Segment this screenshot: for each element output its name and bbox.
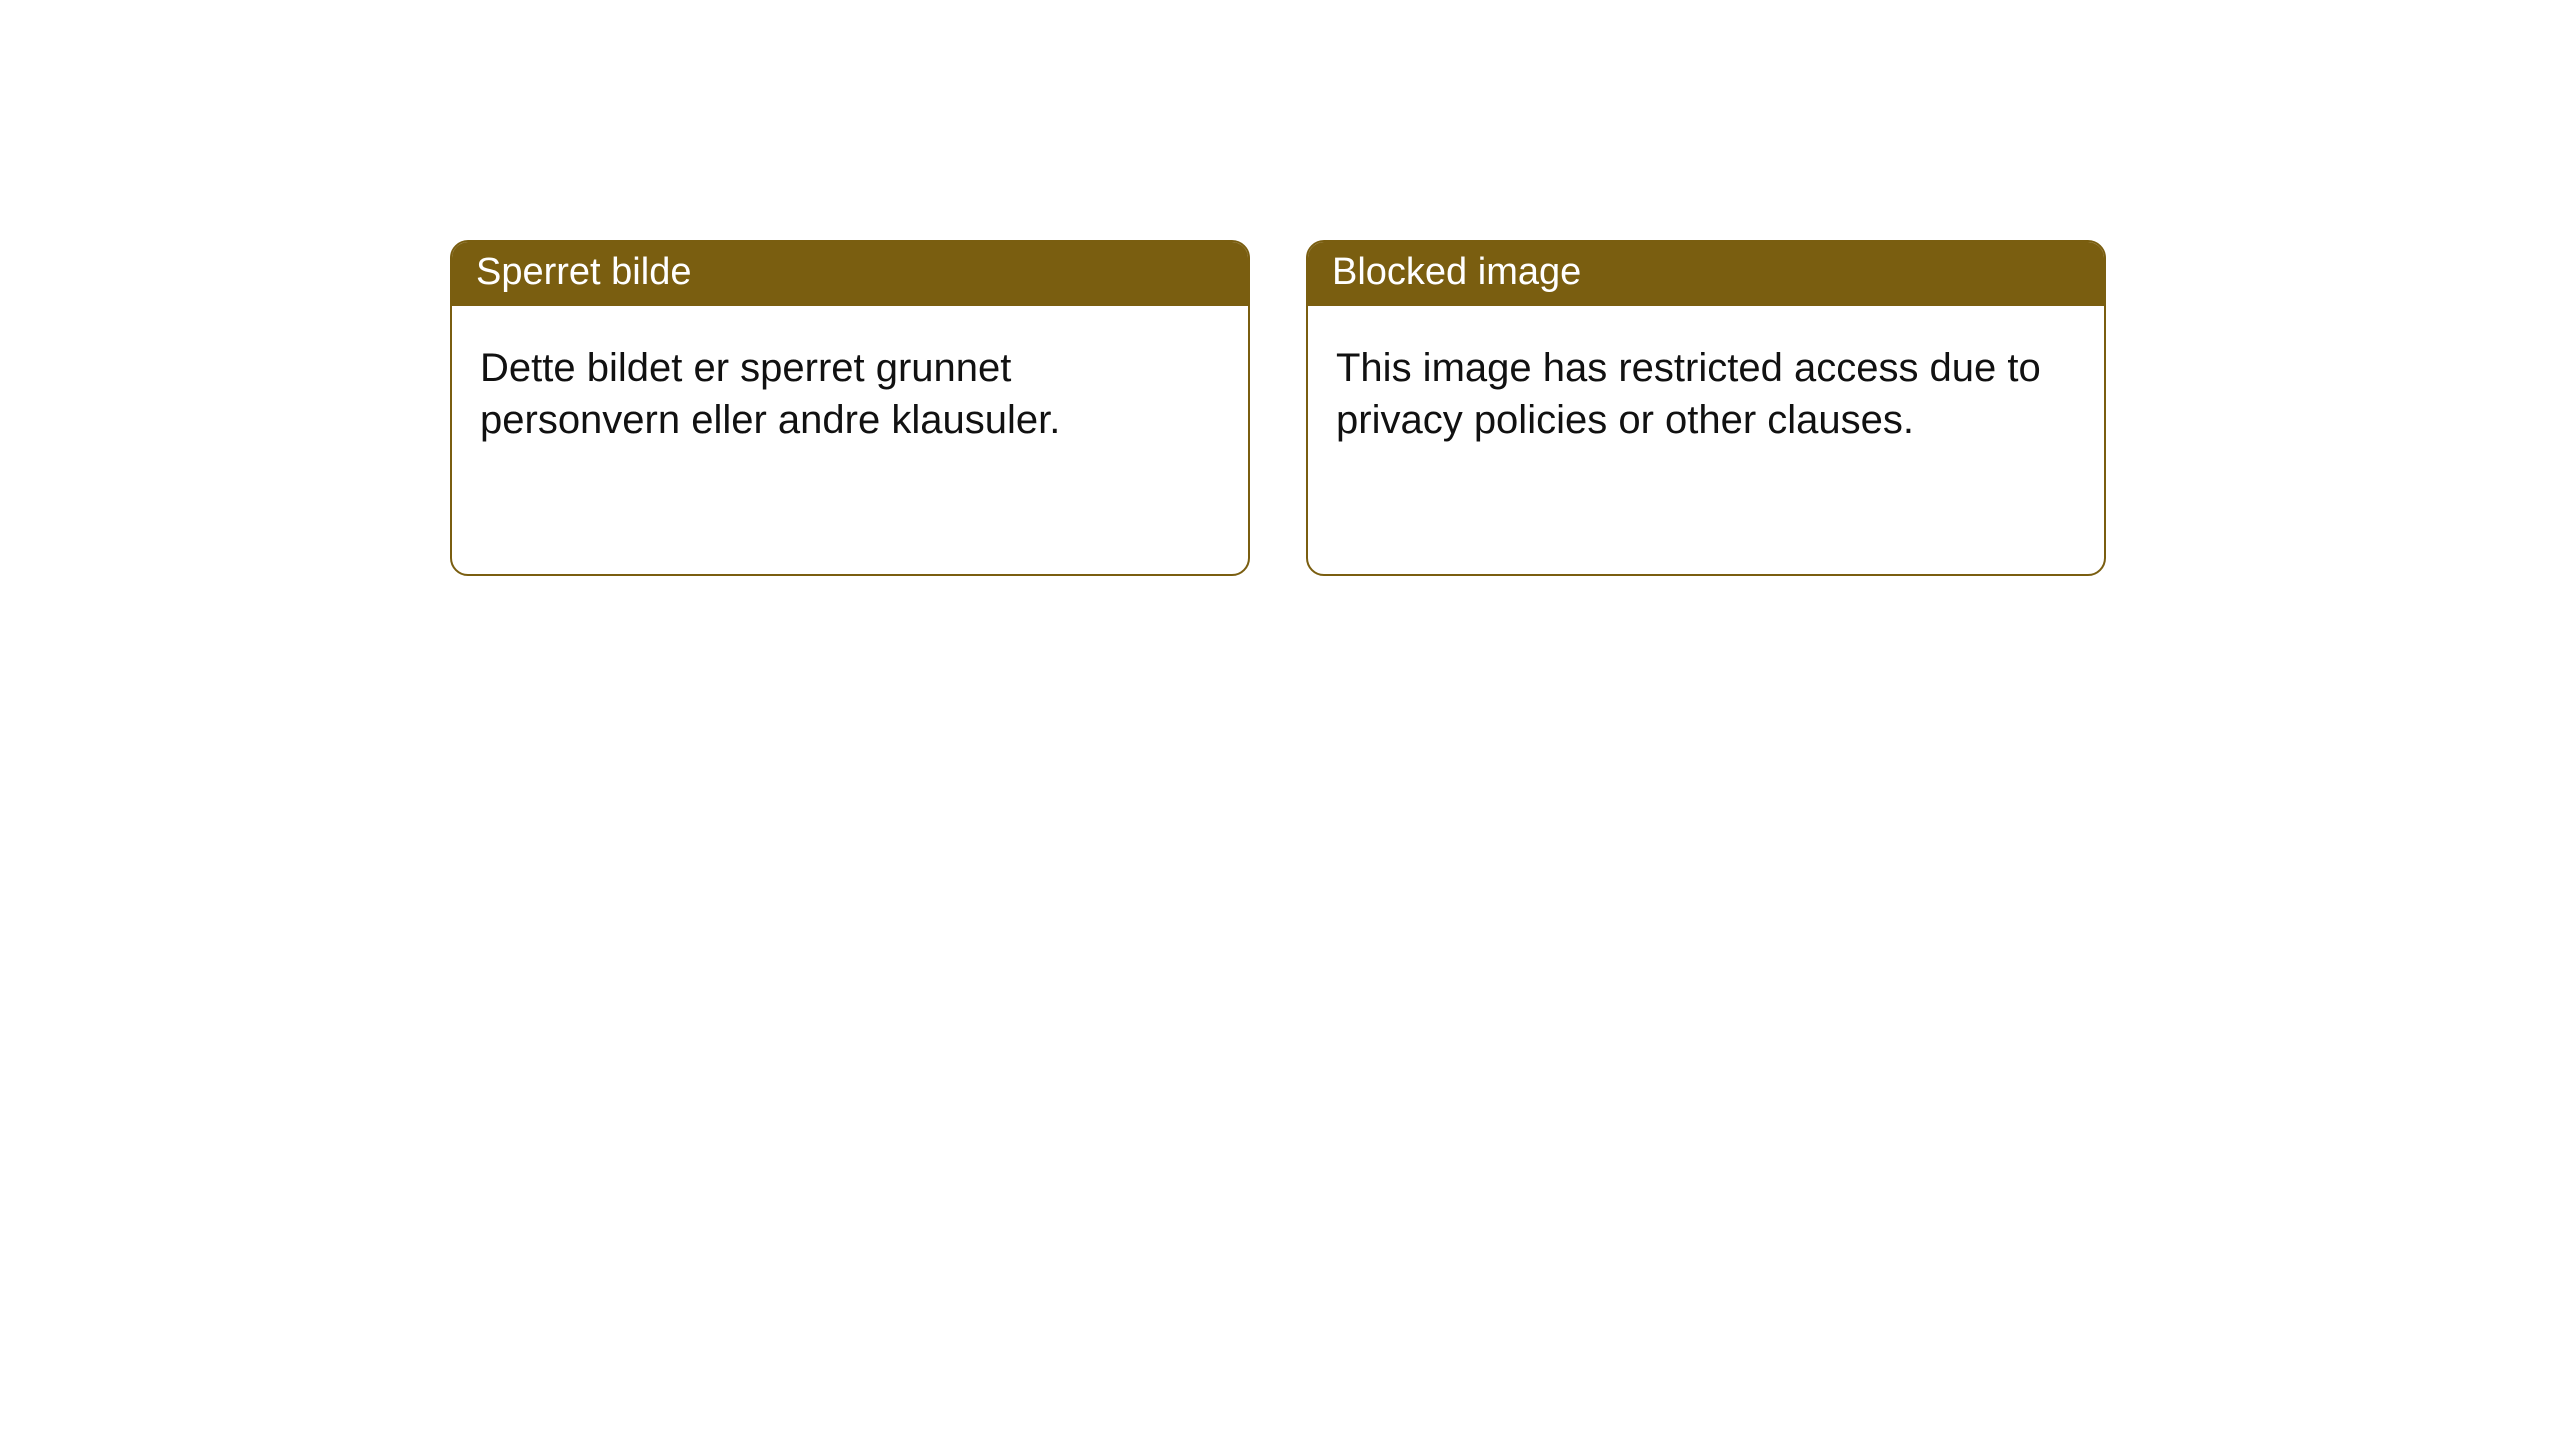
notice-card-norwegian: Sperret bilde Dette bildet er sperret gr…	[450, 240, 1250, 576]
notice-body-norwegian: Dette bildet er sperret grunnet personve…	[452, 306, 1248, 482]
notice-title-english: Blocked image	[1308, 242, 2104, 306]
notice-card-english: Blocked image This image has restricted …	[1306, 240, 2106, 576]
notice-body-english: This image has restricted access due to …	[1308, 306, 2104, 482]
notice-title-norwegian: Sperret bilde	[452, 242, 1248, 306]
notice-container: Sperret bilde Dette bildet er sperret gr…	[0, 0, 2560, 576]
